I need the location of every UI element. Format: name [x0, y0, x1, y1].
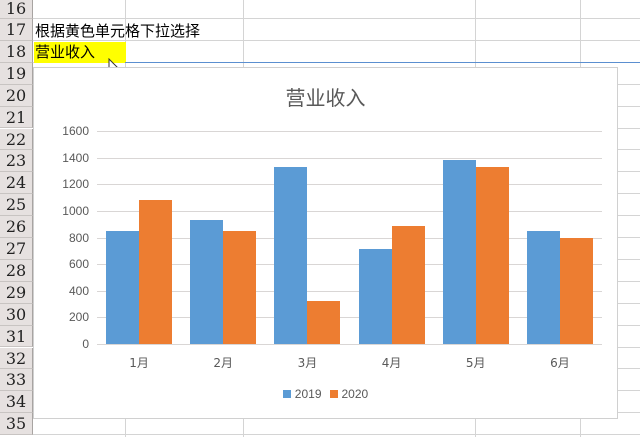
- gridline: [97, 264, 602, 266]
- row-gridline: [33, 39, 640, 41]
- gridline: [97, 344, 602, 345]
- cell-a17[interactable]: 根据黄色单元格下拉选择: [35, 22, 201, 40]
- x-tick-label: 3月: [297, 356, 318, 370]
- bar-2020-3[interactable]: [307, 301, 341, 344]
- row-header-34[interactable]: 34: [0, 391, 33, 414]
- selection-border: [125, 62, 640, 63]
- legend-swatch-icon: [282, 390, 291, 398]
- bar-2020-4[interactable]: [391, 225, 425, 344]
- gridline: [97, 290, 602, 292]
- gridline: [97, 157, 602, 159]
- legend-label: 2020: [341, 387, 369, 401]
- gridline: [97, 210, 602, 212]
- plot-area: [97, 131, 602, 345]
- y-tick-label: 1000: [62, 203, 89, 218]
- legend-swatch-icon: [329, 390, 338, 398]
- revenue-chart[interactable]: 营业收入 2019 2020 0 200 400 600 800 1000 1200 1400 1…: [33, 67, 618, 419]
- row-header-22[interactable]: 22: [0, 128, 33, 151]
- y-tick-label: 400: [68, 283, 89, 298]
- row-gridline: [33, 18, 640, 19]
- row-header-29[interactable]: 29: [0, 281, 33, 304]
- cell-a18-dropdown[interactable]: 营业收入: [34, 42, 126, 63]
- x-tick-label: 2月: [213, 356, 234, 370]
- row-header-33[interactable]: 33: [0, 369, 33, 392]
- y-tick-label: 1200: [62, 177, 89, 192]
- row-header-20[interactable]: 20: [0, 84, 33, 107]
- row-header-31[interactable]: 31: [0, 325, 33, 348]
- row-header-28[interactable]: 28: [0, 259, 33, 282]
- chart-legend: 2019 2020: [34, 387, 617, 401]
- row-header-23[interactable]: 23: [0, 150, 33, 173]
- y-tick-label: 600: [68, 257, 89, 272]
- y-tick-label: 1600: [62, 124, 89, 138]
- row-header-17[interactable]: 17: [0, 19, 33, 41]
- row-header-24[interactable]: 24: [0, 172, 33, 195]
- row-header-35[interactable]: 35: [0, 413, 33, 436]
- row-header-32[interactable]: 32: [0, 347, 33, 370]
- row-header-27[interactable]: 27: [0, 238, 33, 260]
- row-header-19[interactable]: 19: [0, 62, 33, 85]
- row-header-30[interactable]: 30: [0, 303, 33, 326]
- gridline: [97, 131, 602, 132]
- y-tick-label: 1400: [62, 150, 89, 165]
- gridline: [97, 237, 602, 239]
- legend-label: 2019: [294, 387, 322, 401]
- legend-item-2020[interactable]: 2020: [329, 387, 369, 401]
- x-tick-label: 6月: [550, 356, 570, 370]
- gridline: [97, 184, 602, 186]
- row-header-26[interactable]: 26: [0, 216, 33, 238]
- gridline: [97, 317, 602, 319]
- row-header-16[interactable]: 16: [0, 0, 33, 19]
- chart-title: 营业收入: [285, 86, 366, 110]
- bar-2020-5[interactable]: [475, 166, 509, 344]
- x-tick-label: 4月: [381, 356, 402, 370]
- bar-2019-5[interactable]: [442, 160, 476, 344]
- bar-2019-4[interactable]: [358, 249, 392, 344]
- legend-item-2019[interactable]: 2019: [282, 387, 322, 401]
- y-tick-label: 800: [68, 230, 89, 245]
- row-gridline: [33, 434, 640, 436]
- row-header-25[interactable]: 25: [0, 194, 33, 217]
- bar-2020-2[interactable]: [223, 230, 257, 344]
- row-header-18[interactable]: 18: [0, 40, 33, 63]
- x-tick-label: 5月: [465, 356, 486, 370]
- bar-2019-3[interactable]: [274, 166, 308, 344]
- y-tick-label: 0: [82, 337, 89, 351]
- row-header-21[interactable]: 21: [0, 106, 33, 129]
- bar-2020-1[interactable]: [139, 200, 173, 344]
- bar-2019-6[interactable]: [526, 230, 560, 344]
- bar-2020-6[interactable]: [559, 237, 593, 344]
- x-tick-label: 1月: [129, 356, 149, 370]
- bar-2019-2[interactable]: [190, 220, 224, 344]
- bar-2019-1[interactable]: [106, 230, 140, 344]
- y-tick-label: 200: [68, 310, 89, 325]
